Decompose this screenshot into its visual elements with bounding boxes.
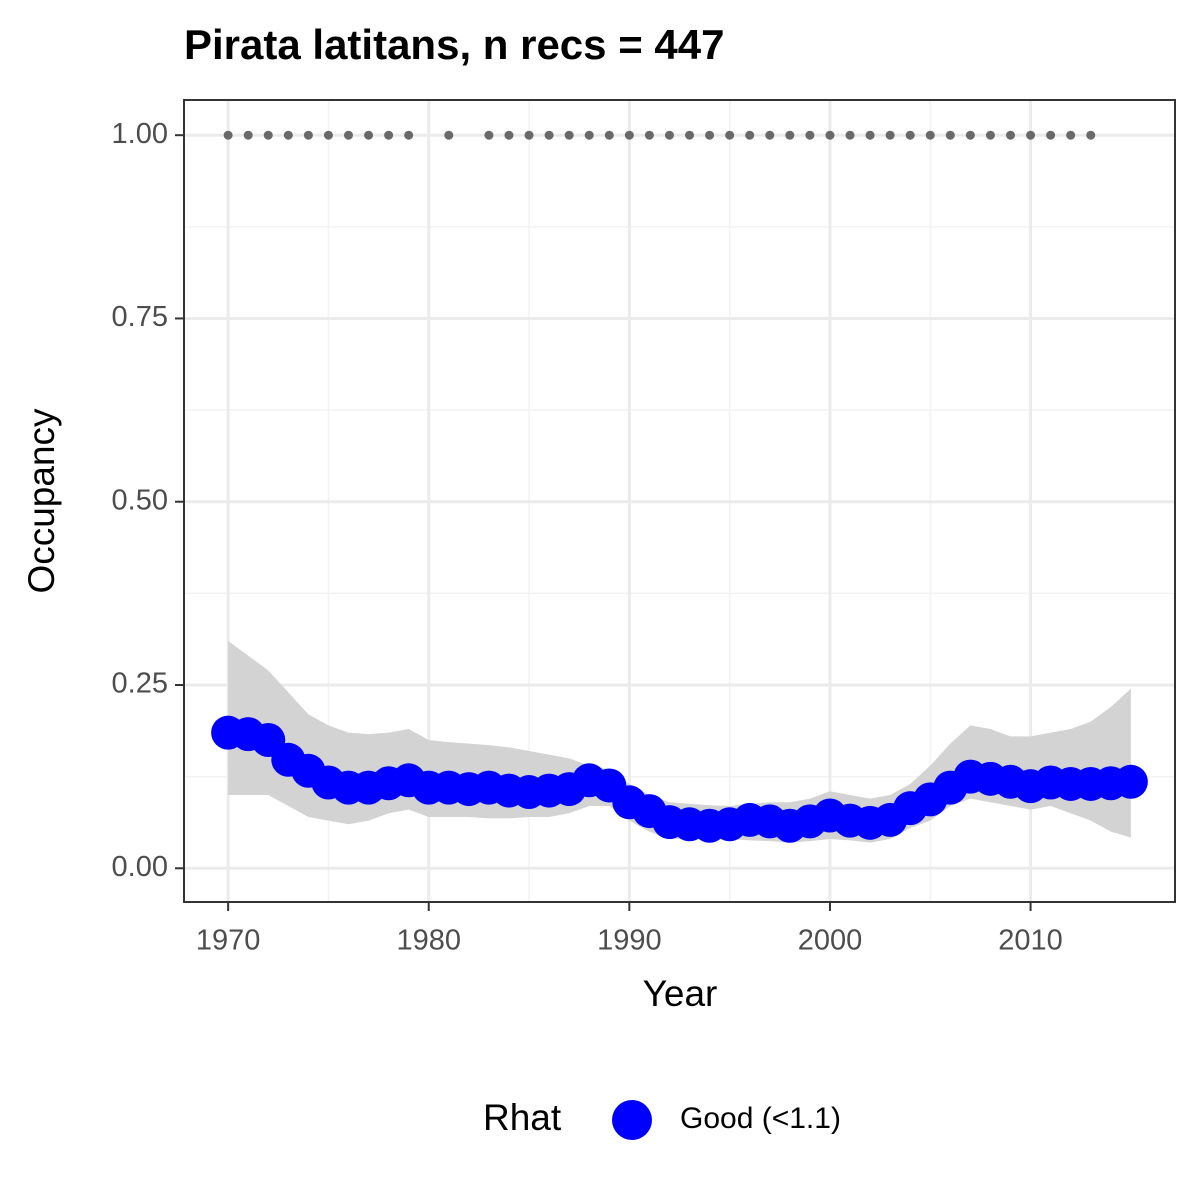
record-point: [1026, 130, 1036, 140]
record-point: [504, 130, 514, 140]
record-point: [303, 130, 313, 140]
record-point: [223, 130, 233, 140]
x-tick-label: 2000: [798, 925, 863, 957]
record-point: [865, 130, 875, 140]
record-point: [323, 130, 333, 140]
x-tick-label: 1970: [196, 925, 261, 957]
record-point: [1006, 130, 1016, 140]
record-point: [1086, 130, 1096, 140]
x-tick-label: 2010: [998, 925, 1063, 957]
record-point: [624, 130, 634, 140]
record-point: [604, 130, 614, 140]
record-point: [985, 130, 995, 140]
legend-title: Rhat: [483, 1097, 562, 1138]
record-point: [283, 130, 293, 140]
point: [1113, 764, 1148, 799]
legend-label: Good (<1.1): [680, 1102, 841, 1135]
record-point: [343, 130, 353, 140]
record-point: [484, 130, 494, 140]
record-point: [1066, 130, 1076, 140]
chart-title: Pirata latitans, n recs = 447: [184, 21, 724, 68]
record-point: [945, 130, 955, 140]
record-point: [685, 130, 695, 140]
record-point: [584, 130, 594, 140]
record-point: [364, 130, 374, 140]
x-tick-label: 1990: [597, 925, 662, 957]
record-point: [825, 130, 835, 140]
record-point: [705, 130, 715, 140]
y-tick-label: 0.75: [112, 301, 168, 333]
record-point: [765, 130, 775, 140]
record-point: [1046, 130, 1056, 140]
record-point: [845, 130, 855, 140]
record-point: [885, 130, 895, 140]
record-point: [444, 130, 454, 140]
y-tick-label: 0.25: [112, 668, 168, 700]
record-point: [564, 130, 574, 140]
record-point: [243, 130, 253, 140]
panel-border: [183, 99, 1176, 903]
record-point: [644, 130, 654, 140]
record-point: [544, 130, 554, 140]
x-tick-label: 1980: [396, 925, 461, 957]
record-point: [664, 130, 674, 140]
record-point: [965, 130, 975, 140]
y-axis-label: Occupancy: [21, 408, 62, 594]
record-point: [785, 130, 795, 140]
record-point: [805, 130, 815, 140]
record-point: [905, 130, 915, 140]
record-point: [384, 130, 394, 140]
x-axis-label: Year: [643, 973, 718, 1014]
record-point: [263, 130, 273, 140]
record-point: [524, 130, 534, 140]
record-point: [745, 130, 755, 140]
record-point: [404, 130, 414, 140]
y-tick-label: 0.00: [112, 851, 168, 883]
record-point: [725, 130, 735, 140]
y-tick-label: 0.50: [112, 484, 168, 516]
y-tick-label: 1.00: [112, 118, 168, 150]
legend-marker: [612, 1100, 652, 1140]
record-point: [925, 130, 935, 140]
